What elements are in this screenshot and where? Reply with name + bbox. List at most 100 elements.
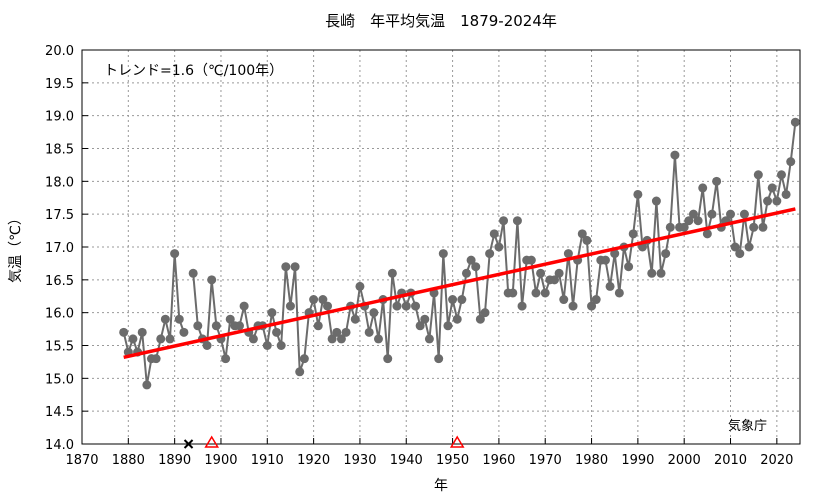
data-point	[591, 295, 601, 305]
y-tick-label: 17.5	[45, 208, 74, 223]
data-point	[661, 249, 671, 259]
data-point	[323, 301, 333, 311]
data-point	[656, 268, 666, 278]
data-point	[156, 334, 166, 344]
y-tick-label: 18.0	[45, 175, 74, 190]
data-point	[526, 255, 536, 265]
data-point	[702, 229, 712, 239]
data-point	[758, 222, 768, 232]
data-point	[188, 268, 198, 278]
data-point	[119, 327, 129, 337]
x-tick-label: 1910	[251, 453, 284, 468]
data-point	[355, 281, 365, 291]
data-point	[744, 242, 754, 252]
y-tick-label: 17.0	[45, 241, 74, 256]
data-point	[128, 334, 138, 344]
x-tick-label: 2000	[668, 453, 701, 468]
data-point	[499, 216, 509, 226]
data-point	[684, 216, 694, 226]
data-point	[383, 354, 393, 364]
data-point	[281, 262, 291, 272]
data-point	[411, 301, 421, 311]
data-point	[587, 301, 597, 311]
data-point	[633, 189, 643, 199]
data-point	[670, 150, 680, 160]
data-point	[610, 249, 620, 259]
data-point	[401, 301, 411, 311]
data-point	[790, 117, 800, 127]
data-point	[457, 295, 467, 305]
data-point	[193, 321, 203, 331]
y-tick-label: 19.0	[45, 110, 74, 125]
data-point	[415, 321, 425, 331]
data-point	[536, 268, 546, 278]
data-point	[471, 262, 481, 272]
data-point	[679, 222, 689, 232]
x-tick-label: 1960	[482, 453, 515, 468]
data-point	[485, 249, 495, 259]
data-point	[387, 268, 397, 278]
data-point	[364, 327, 374, 337]
data-point	[179, 327, 189, 337]
data-point	[786, 157, 796, 167]
trend-label: トレンド=1.6（℃/100年）	[104, 63, 283, 79]
data-point	[531, 288, 541, 298]
y-tick-label: 19.5	[45, 77, 74, 92]
data-point	[165, 334, 175, 344]
data-point	[290, 262, 300, 272]
data-point	[202, 341, 212, 350]
data-point	[651, 196, 661, 206]
x-tick-label: 1870	[65, 453, 98, 468]
data-point	[137, 327, 147, 337]
data-point	[735, 249, 745, 259]
x-tick-label: 2010	[714, 453, 747, 468]
x-tick-label: 1940	[390, 453, 423, 468]
x-tick-label: 1920	[297, 453, 330, 468]
data-point	[211, 321, 221, 331]
data-point	[554, 268, 564, 278]
data-point	[600, 255, 610, 265]
axes: 1870 1880 1890 1900 1910 1920 1930 1940 1950 1960…	[45, 44, 801, 468]
data-point	[480, 308, 490, 318]
data-point	[781, 189, 791, 199]
y-tick-label: 14.0	[45, 438, 74, 453]
x-tick-label: 1950	[436, 453, 469, 468]
data-point	[739, 209, 749, 219]
x-tick-label: 1900	[204, 453, 237, 468]
trend-line	[123, 207, 796, 360]
data-point	[577, 229, 587, 239]
x-axis-label: 年	[434, 478, 448, 494]
data-point	[318, 295, 328, 305]
x-tick-label: 1890	[158, 453, 191, 468]
y-tick-label: 16.5	[45, 274, 74, 289]
data-point	[568, 301, 578, 311]
data-point	[508, 288, 518, 298]
data-point	[494, 242, 504, 252]
x-tick-label: 2020	[760, 453, 793, 468]
data-point	[313, 321, 323, 331]
data-point	[624, 262, 634, 272]
data-point	[142, 380, 152, 390]
data-point	[309, 295, 319, 305]
data-point	[443, 321, 453, 331]
data-point	[512, 216, 522, 226]
x-tick-label: 1980	[575, 453, 608, 468]
grid	[81, 49, 800, 445]
data-point	[234, 321, 244, 331]
data-point	[475, 314, 485, 324]
data-point	[466, 255, 476, 265]
x-tick-label: 1880	[112, 453, 145, 468]
data-point	[767, 183, 777, 193]
data-point	[647, 268, 657, 278]
data-point	[489, 229, 499, 239]
data-point	[248, 334, 258, 344]
y-tick-label: 20.0	[45, 44, 74, 59]
data-point	[267, 308, 277, 318]
data-point	[434, 354, 444, 364]
data-point	[707, 209, 717, 219]
data-point	[665, 222, 675, 232]
data-point	[276, 341, 286, 350]
missing-data-marker	[183, 439, 194, 449]
y-tick-label: 18.5	[45, 143, 74, 158]
